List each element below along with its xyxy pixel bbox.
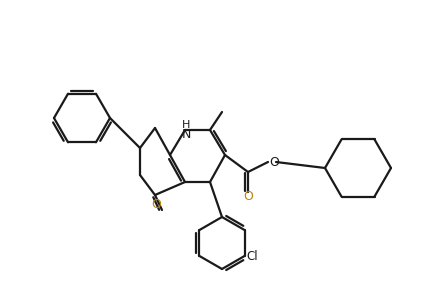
- Text: N: N: [181, 128, 191, 141]
- Text: O: O: [243, 190, 253, 203]
- Text: Cl: Cl: [247, 249, 258, 263]
- Text: O: O: [269, 156, 279, 168]
- Text: H: H: [182, 120, 190, 130]
- Text: O: O: [151, 198, 161, 211]
